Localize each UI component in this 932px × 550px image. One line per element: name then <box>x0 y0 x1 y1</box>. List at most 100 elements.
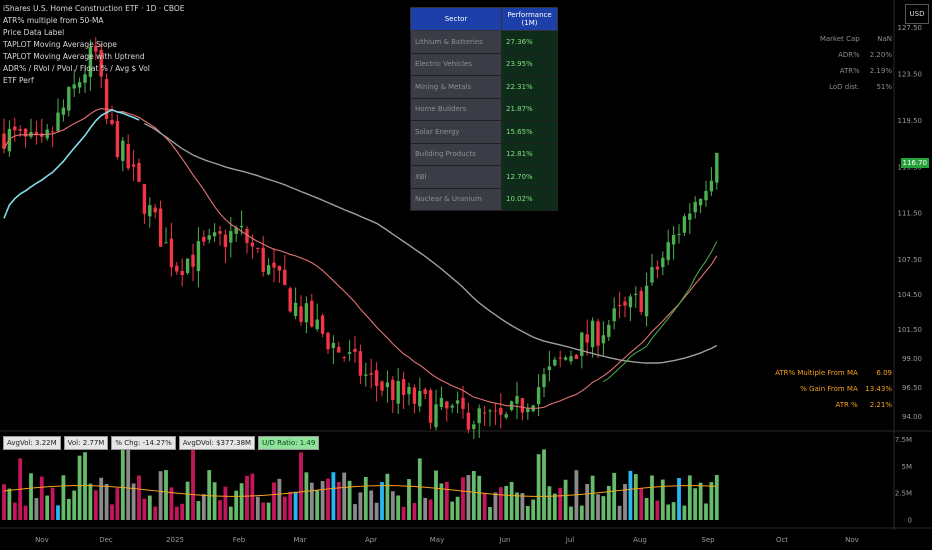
volume-bar <box>174 506 179 520</box>
candle-body <box>331 342 336 348</box>
candle-body <box>153 207 157 213</box>
indicator-adr[interactable]: ADR% / RVol / PVol / Float % / Avg $ Vol <box>3 64 150 73</box>
x-tick-label: Mar <box>293 536 306 544</box>
candle-body <box>380 381 384 391</box>
candle-body <box>191 254 195 267</box>
volume-bar <box>299 452 303 520</box>
candle-body <box>639 290 643 312</box>
volume-bar <box>369 490 374 520</box>
candle-body <box>320 315 325 334</box>
candle-body <box>385 382 390 388</box>
volume-bar <box>596 494 600 520</box>
sector-perf: 22.31% <box>501 75 558 99</box>
currency-button[interactable]: USD <box>905 4 929 24</box>
x-tick-label: Oct <box>776 536 788 544</box>
candle-body <box>169 238 174 268</box>
indicator-atr-multiple[interactable]: ATR% multiple from 50-MA <box>3 16 104 25</box>
volume-bar <box>520 493 525 520</box>
volume-bar <box>77 455 82 520</box>
volume-bar <box>147 495 152 520</box>
volume-bar <box>153 506 158 520</box>
volume-bar <box>682 505 687 520</box>
volume-bar <box>493 492 498 520</box>
volume-bar <box>191 445 195 520</box>
price-axis-label: 111.50 <box>898 210 923 218</box>
candle-body <box>623 301 627 306</box>
volume-bar <box>282 496 287 520</box>
volume-bar <box>709 482 714 520</box>
indicator-ma-uptrend[interactable]: TAPLOT Moving Average with Uptrend <box>3 52 145 61</box>
volume-bar <box>218 500 222 520</box>
candle-body <box>677 233 681 235</box>
candle-body <box>137 162 141 182</box>
candle-body <box>455 400 460 404</box>
sector-perf: 21.87% <box>501 97 558 121</box>
candle-body <box>142 184 147 214</box>
indicator-price-label[interactable]: Price Data Label <box>3 28 65 37</box>
volume-bar <box>326 478 330 520</box>
candle-body <box>99 49 103 77</box>
volume-axis-label: 0 <box>908 517 912 525</box>
volume-bar <box>309 482 314 520</box>
volume-bar <box>342 472 347 520</box>
stat-label: ATR% <box>839 67 860 75</box>
volume-bar <box>498 487 503 520</box>
candle-body <box>94 45 98 52</box>
volume-bar <box>439 483 444 520</box>
volume-bar <box>601 496 606 520</box>
candle-body <box>590 320 595 348</box>
price-axis-label: 99.00 <box>902 355 922 363</box>
sector-perf: 27.36% <box>501 30 558 54</box>
price-axis-label: 104.50 <box>898 291 923 299</box>
atr-value: 13.43% <box>865 385 892 393</box>
candle-body <box>207 235 211 240</box>
candle-body <box>401 379 406 395</box>
volume-bar <box>628 470 633 520</box>
stat-row: LoD dist. 51% <box>820 79 892 95</box>
stat-value: 2.20% <box>869 51 892 59</box>
candle-body <box>450 405 454 408</box>
volume-bar <box>407 479 411 520</box>
table-row: Building Products 12.81% <box>410 142 558 166</box>
table-row: Electric Vehicles 23.95% <box>410 52 558 76</box>
volume-bar <box>471 470 476 520</box>
sector-performance-table: Sector Performance (1M) Lithium & Batter… <box>410 7 558 211</box>
volume-bar <box>34 498 39 520</box>
volume-bar <box>50 487 55 520</box>
candle-body <box>553 359 557 366</box>
candle-body <box>482 412 487 414</box>
candle-body <box>439 397 444 407</box>
table-row: Solar Energy 15.65% <box>410 120 558 144</box>
volume-bar <box>428 499 433 520</box>
candle-body <box>558 357 562 359</box>
x-tick-label: Sep <box>701 536 715 544</box>
volume-bar <box>401 506 406 520</box>
volume-bar <box>671 502 676 520</box>
volume-bar <box>185 481 190 520</box>
volume-bar <box>655 500 660 520</box>
volume-axis-label: 2.5M <box>895 490 912 498</box>
symbol-title[interactable]: iShares U.S. Home Construction ETF · 1D … <box>3 4 185 13</box>
candle-body <box>671 234 676 245</box>
table-row: Home Builders 21.87% <box>410 97 558 121</box>
candle-body <box>13 126 17 131</box>
candle-body <box>650 267 654 283</box>
candle-body <box>493 410 498 412</box>
stat-value: NaN <box>877 35 892 43</box>
volume-bar <box>201 494 206 520</box>
sector-name: Building Products <box>410 142 502 166</box>
indicator-ma-slope[interactable]: TAPLOT Moving Average Slope <box>3 40 117 49</box>
sector-name: Lithium & Batteries <box>410 30 502 54</box>
indicator-etf-perf[interactable]: ETF Perf <box>3 76 34 85</box>
candle-body <box>607 324 611 337</box>
volume-bar <box>358 492 363 520</box>
volume-bar <box>272 482 276 520</box>
volume-bar <box>585 483 590 520</box>
volume-bar <box>207 470 212 520</box>
candle-body <box>391 379 395 400</box>
volume-bar <box>245 475 249 520</box>
atr-row: % Gain From MA 13.43% <box>775 381 892 397</box>
candle-body <box>272 262 276 268</box>
indicator-legend: iShares U.S. Home Construction ETF · 1D … <box>3 3 184 87</box>
